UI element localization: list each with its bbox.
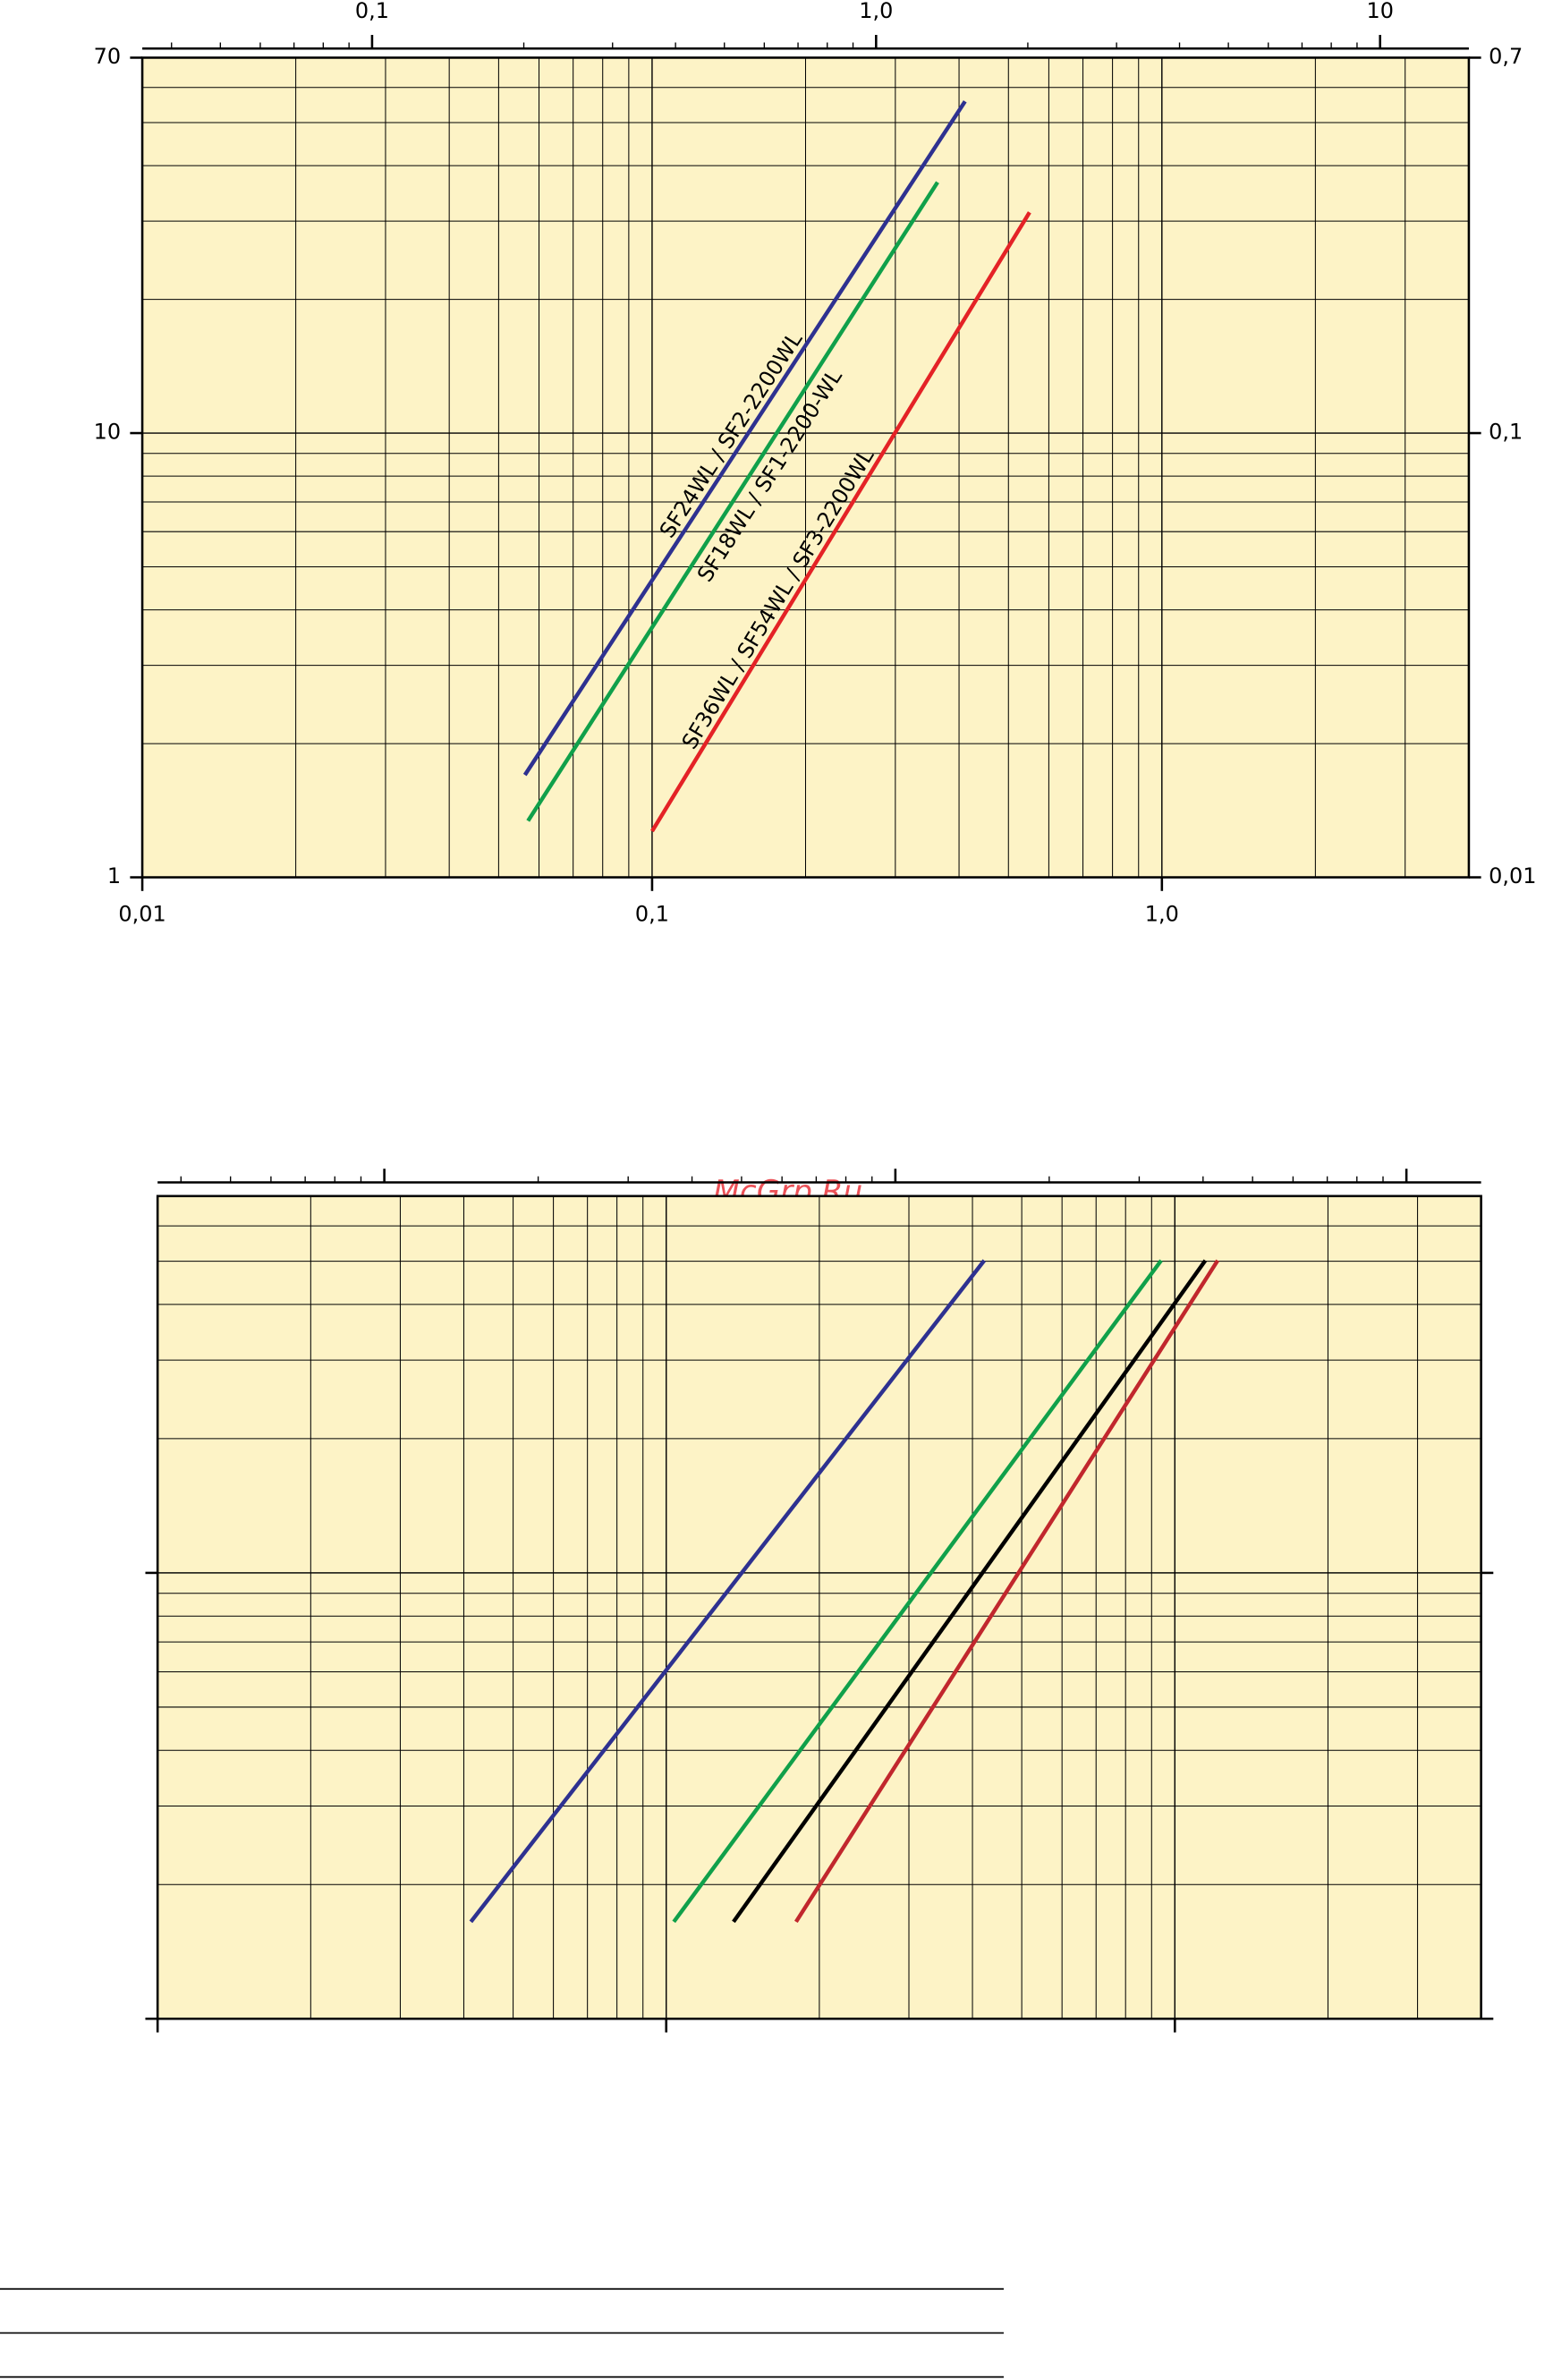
chart: 0,01 0,1 1,00,1 1,0 10110700,010,10,7SF24WL … — [94, 0, 1537, 926]
x-tick-label: 1,0 — [1145, 902, 1179, 927]
x2-tick-label: 1,0 — [859, 0, 893, 23]
series-line — [526, 181, 939, 822]
series-line — [522, 100, 967, 777]
series-line — [672, 1259, 1163, 1924]
x2-tick-label: 10 — [1366, 0, 1393, 23]
series-line — [732, 1259, 1208, 1924]
series-line — [793, 1259, 1220, 1924]
x-tick-label: 0,1 — [635, 902, 669, 927]
series-line — [650, 211, 1031, 833]
chart — [145, 1169, 1494, 2033]
y2-tick-label: 0,7 — [1489, 44, 1523, 69]
x-tick-label: 0,01 — [118, 902, 165, 927]
y2-tick-label: 0,1 — [1489, 420, 1523, 445]
y-tick-label: 1 — [107, 863, 121, 888]
y-tick-label: 70 — [94, 44, 121, 69]
y2-tick-label: 0,01 — [1489, 863, 1536, 888]
x2-tick-label: 0,1 — [355, 0, 389, 23]
y-tick-label: 10 — [94, 420, 121, 445]
series-line — [469, 1259, 987, 1924]
